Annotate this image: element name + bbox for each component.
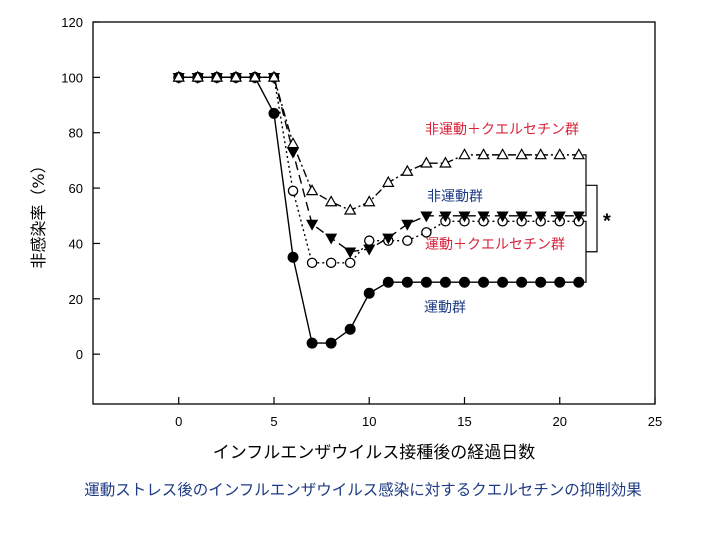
data-point (210, 70, 224, 82)
series-lines (178, 76, 579, 344)
data-point (287, 251, 299, 263)
data-point (572, 211, 585, 223)
data-point (172, 70, 185, 82)
data-point (420, 156, 433, 168)
y-axis-title: 非感染率（%） (29, 157, 48, 268)
data-point (286, 147, 300, 159)
series-line-3 (178, 76, 579, 344)
data-point (515, 211, 528, 223)
figure-caption: 運動ストレス後のインフルエンザウイルス感染に対するクエルセチンの抑制効果 (84, 481, 642, 499)
data-point (420, 211, 433, 223)
data-point (382, 175, 395, 187)
series-line-1 (178, 76, 579, 253)
data-point (534, 148, 547, 160)
data-point (439, 276, 451, 288)
x-axis-title: インフルエンザウイルス接種後の経過日数 (213, 443, 536, 463)
line-chart: 0 5 10 15 20 25 0 20 40 60 80 100 120 非運動＋クエルセチン群非運動… (29, 15, 662, 463)
series-label-3: 運動群 (424, 300, 466, 316)
data-point (572, 148, 586, 160)
data-point (402, 235, 413, 246)
data-point (363, 235, 375, 246)
data-point (344, 257, 356, 269)
data-point (344, 323, 356, 335)
series-line-0 (178, 76, 579, 211)
series-line-2 (178, 76, 579, 264)
y-tick-label: 60 (69, 181, 83, 196)
series-label-2: 運動＋クエルセチン群 (425, 237, 565, 253)
data-point (535, 276, 547, 288)
data-point (363, 287, 375, 299)
data-point (344, 247, 357, 259)
x-tick-label: 10 (362, 414, 376, 429)
y-tick-label: 100 (61, 70, 83, 85)
data-point (573, 276, 585, 288)
data-point (325, 337, 337, 349)
data-point (439, 156, 452, 168)
axis-ticks: 0 5 10 15 20 25 0 20 40 60 80 100 120 (61, 15, 662, 429)
data-point (458, 211, 471, 223)
data-point (477, 148, 490, 160)
data-point (401, 219, 414, 231)
data-point (515, 148, 528, 160)
y-tick-label: 120 (61, 15, 83, 30)
y-tick-label: 40 (69, 236, 83, 251)
data-point (439, 211, 452, 223)
data-point (382, 276, 394, 288)
data-point (305, 184, 319, 196)
data-point (229, 70, 243, 82)
data-point (267, 70, 281, 82)
data-point (363, 195, 376, 207)
data-point (306, 219, 319, 231)
x-tick-label: 5 (270, 414, 277, 429)
x-tick-label: 0 (175, 414, 182, 429)
significance-asterisk: * (603, 211, 611, 233)
data-point (553, 211, 566, 223)
data-point (325, 233, 338, 245)
data-point (516, 276, 528, 288)
data-point (191, 70, 205, 82)
data-point (496, 211, 509, 223)
x-tick-label: 25 (648, 414, 662, 429)
bracket-lower (582, 220, 587, 283)
series-label-1: 非運動群 (427, 189, 483, 205)
data-point (248, 70, 262, 82)
data-point (287, 185, 299, 197)
data-point (324, 195, 338, 207)
significance-brackets: * (582, 154, 611, 283)
data-point (343, 203, 357, 215)
data-point (478, 276, 490, 288)
series-label-0: 非運動＋クエルセチン群 (425, 122, 579, 138)
series-markers (172, 70, 586, 349)
data-point (401, 164, 414, 176)
bracket-outer (586, 184, 598, 253)
data-point (534, 211, 547, 223)
data-point (421, 227, 432, 238)
data-point (477, 211, 490, 223)
data-point (382, 233, 395, 245)
data-point (306, 257, 318, 269)
data-point (496, 148, 509, 160)
data-point (268, 107, 280, 119)
bracket-upper (582, 154, 587, 217)
data-point (553, 148, 566, 160)
data-point (458, 148, 471, 160)
data-point (363, 244, 376, 256)
x-tick-label: 15 (457, 414, 471, 429)
data-point (497, 276, 509, 288)
data-point (458, 276, 470, 288)
y-tick-label: 80 (69, 126, 83, 141)
data-point (401, 276, 413, 288)
plot-frame (92, 21, 656, 405)
data-point (325, 257, 337, 269)
data-point (420, 276, 432, 288)
data-point (286, 137, 300, 149)
y-tick-label: 0 (76, 347, 83, 362)
data-point (554, 276, 566, 288)
x-tick-label: 20 (553, 414, 567, 429)
y-tick-label: 20 (69, 292, 83, 307)
data-point (306, 337, 318, 349)
